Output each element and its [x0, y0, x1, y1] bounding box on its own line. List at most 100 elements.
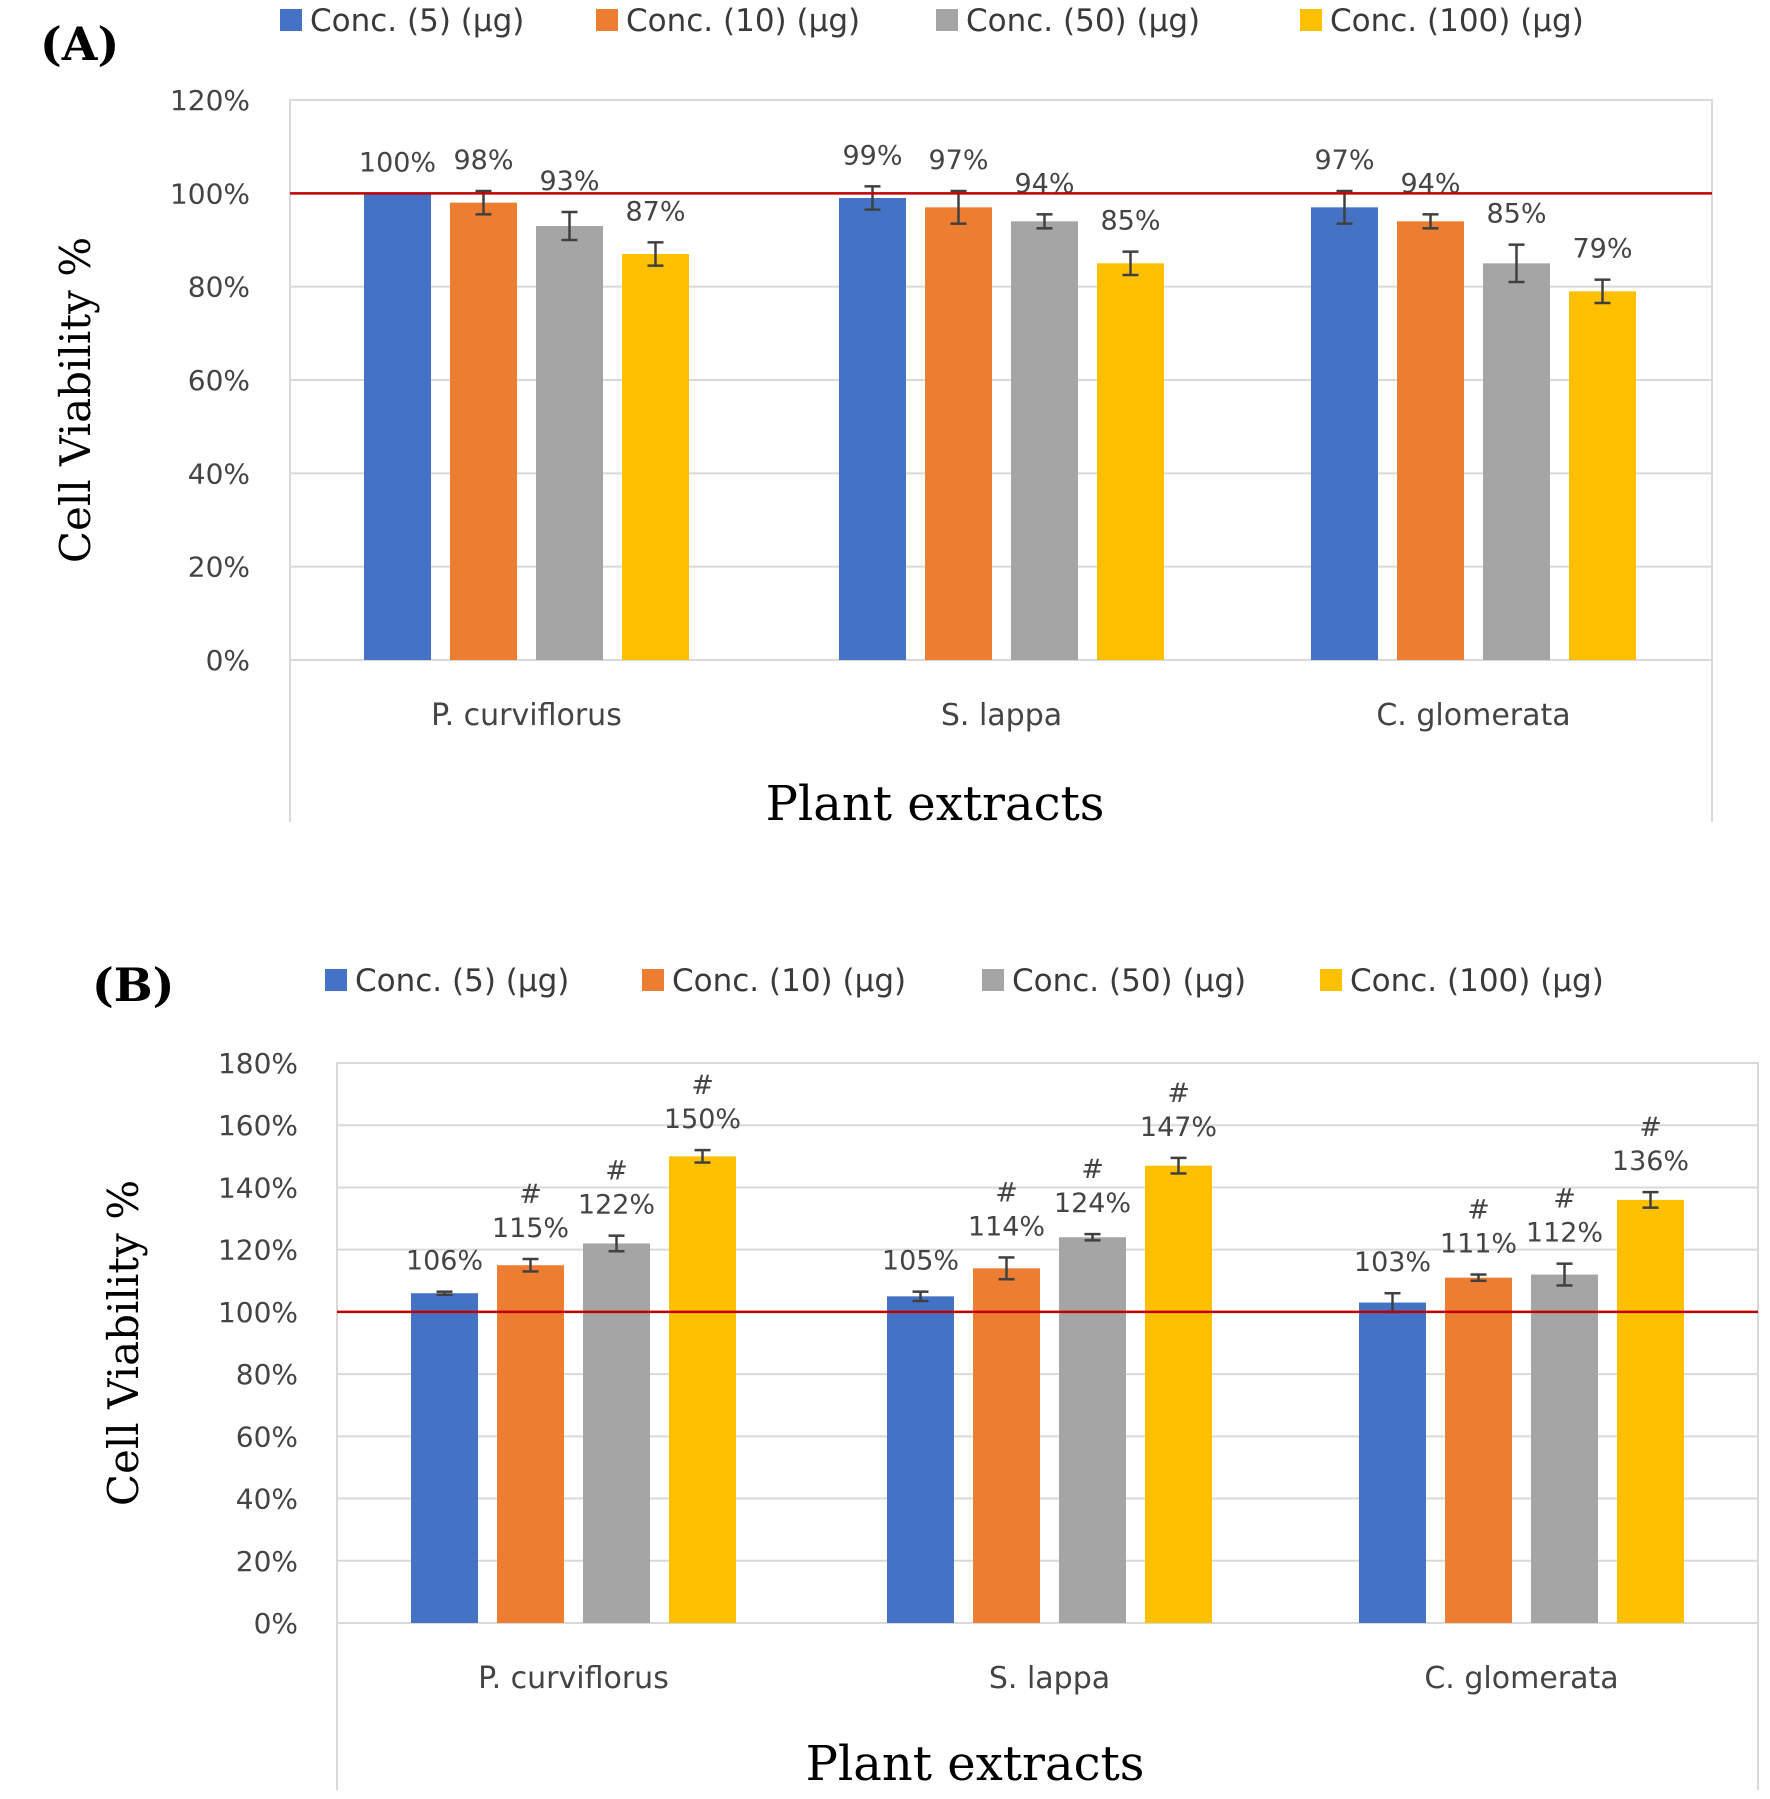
legend-swatch [596, 9, 618, 31]
category-label: S. lappa [941, 698, 1062, 733]
bar [622, 254, 689, 660]
legend-swatch [982, 969, 1004, 991]
data-label: 98% [453, 145, 513, 176]
category-label: S. lappa [989, 1661, 1110, 1696]
bar [364, 193, 431, 661]
category-label: P. curviflorus [431, 698, 622, 733]
data-label: 124% [1054, 1188, 1131, 1219]
legend-swatch [642, 969, 664, 991]
bar [1059, 1237, 1126, 1623]
y-tick-label: 120% [218, 1234, 298, 1267]
bar [583, 1243, 650, 1623]
bar [450, 202, 517, 660]
bar [973, 1268, 1040, 1623]
bar [1445, 1277, 1512, 1623]
y-axis-title: Cell Viability % [99, 1180, 148, 1506]
y-tick-label: 180% [218, 1047, 298, 1080]
y-tick-label: 40% [188, 457, 250, 490]
legend-swatch [1320, 969, 1342, 991]
bar [411, 1293, 478, 1623]
legend-label: Conc. (100) (µg) [1330, 3, 1584, 39]
panel-label: (B) [92, 958, 174, 1012]
chart-panel-a: 0% 20% 40% 60% 80% 100% 120% 100% 99% 97% 98% 97% 94… [40, 3, 1713, 832]
bar [925, 207, 992, 661]
data-label: 99% [842, 140, 902, 171]
legend-label: Conc. (50) (µg) [1012, 963, 1246, 999]
data-label: 97% [928, 145, 988, 176]
data-label: 105% [882, 1246, 959, 1277]
significance-mark: # [1553, 1184, 1576, 1215]
legend-label: Conc. (50) (µg) [966, 3, 1200, 39]
bar [1531, 1274, 1598, 1623]
y-tick-label: 80% [236, 1358, 298, 1391]
data-label: 106% [406, 1246, 483, 1277]
bar [1569, 291, 1636, 660]
x-axis-title: Plant extracts [766, 776, 1105, 832]
bar [1311, 207, 1378, 661]
data-label: 112% [1526, 1218, 1603, 1249]
y-tick-label: 0% [254, 1607, 298, 1640]
data-label: 85% [1100, 206, 1160, 237]
data-label: 111% [1440, 1229, 1517, 1260]
data-label: 103% [1354, 1247, 1431, 1278]
bar [669, 1156, 736, 1623]
data-label: 85% [1486, 199, 1546, 230]
data-label: 115% [492, 1213, 569, 1244]
bar [839, 198, 906, 660]
data-label: 136% [1612, 1146, 1689, 1177]
legend-label: Conc. (10) (µg) [626, 3, 860, 39]
significance-mark: # [995, 1177, 1018, 1208]
y-tick-label: 40% [236, 1483, 298, 1516]
category-label: P. curviflorus [478, 1661, 669, 1696]
data-label: 93% [539, 166, 599, 197]
data-label: 94% [1400, 168, 1460, 199]
legend-swatch [280, 9, 302, 31]
bar [1359, 1302, 1426, 1623]
y-tick-label: 20% [236, 1545, 298, 1578]
significance-mark: # [1167, 1078, 1190, 1109]
y-tick-label: 80% [188, 271, 250, 304]
y-tick-label: 100% [170, 177, 250, 210]
category-label: C. glomerata [1376, 698, 1570, 733]
data-label: 94% [1014, 168, 1074, 199]
significance-mark: # [605, 1156, 628, 1187]
significance-mark: # [1639, 1112, 1662, 1143]
legend-swatch [1300, 9, 1322, 31]
y-axis-title: Cell Viability % [51, 237, 100, 563]
data-label: 147% [1140, 1112, 1217, 1143]
significance-mark: # [1081, 1154, 1104, 1185]
y-tick-label: 60% [188, 364, 250, 397]
legend-swatch [325, 969, 347, 991]
data-label: 87% [625, 196, 685, 227]
bar [497, 1265, 564, 1623]
bar [1145, 1165, 1212, 1623]
y-tick-label: 140% [218, 1171, 298, 1204]
data-label: 100% [359, 147, 436, 178]
bar [1483, 263, 1550, 660]
bar [1397, 221, 1464, 661]
data-label: 122% [578, 1190, 655, 1221]
data-label: 79% [1572, 234, 1632, 265]
y-tick-label: 60% [236, 1420, 298, 1453]
significance-mark: # [519, 1179, 542, 1210]
legend-label: Conc. (5) (µg) [355, 963, 569, 999]
data-label: 150% [664, 1104, 741, 1135]
x-axis-title: Plant extracts [806, 1736, 1145, 1792]
chart-panel-b: 0% 20% 40% 60% 80% 100% 120% 140% 160% 180% 106% 10… [92, 958, 1759, 1792]
legend-label: Conc. (5) (µg) [310, 3, 524, 39]
data-label: 97% [1314, 145, 1374, 176]
significance-mark: # [691, 1070, 714, 1101]
data-label: 114% [968, 1211, 1045, 1242]
bar [887, 1296, 954, 1623]
category-label: C. glomerata [1424, 1661, 1618, 1696]
panel-label: (A) [40, 17, 119, 71]
legend-label: Conc. (10) (µg) [672, 963, 906, 999]
y-tick-label: 160% [218, 1109, 298, 1142]
significance-mark: # [1467, 1195, 1490, 1226]
bar [1097, 263, 1164, 660]
y-tick-label: 120% [170, 84, 250, 117]
bar [1617, 1199, 1684, 1623]
legend-label: Conc. (100) (µg) [1350, 963, 1604, 999]
y-tick-label: 20% [188, 551, 250, 584]
bar [1011, 221, 1078, 661]
